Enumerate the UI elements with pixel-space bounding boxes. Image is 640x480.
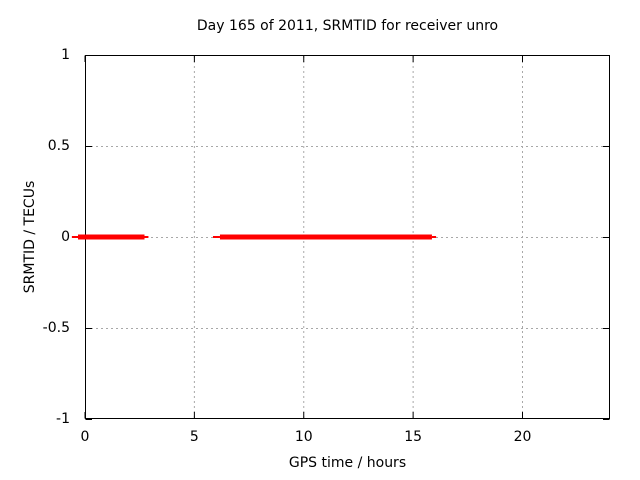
data-segment-thin bbox=[71, 236, 78, 238]
x-tick-label: 20 bbox=[513, 429, 532, 445]
y-tick-label: 1 bbox=[61, 47, 70, 63]
data-segment bbox=[78, 234, 145, 240]
x-tick-label: 5 bbox=[189, 429, 199, 445]
y-tick-label: 0.5 bbox=[47, 138, 70, 154]
x-tick-label: 10 bbox=[294, 429, 313, 445]
data-segment-thin bbox=[212, 236, 220, 238]
x-tick-label: 0 bbox=[80, 429, 90, 445]
data-segment bbox=[219, 234, 432, 240]
x-axis-label: GPS time / hours bbox=[288, 455, 407, 471]
data-segment-thin bbox=[144, 236, 149, 238]
data-segment-thin bbox=[431, 236, 437, 238]
y-tick-label: -1 bbox=[56, 411, 70, 427]
chart-title: Day 165 of 2011, SRMTID for receiver unr… bbox=[196, 18, 499, 34]
y-tick-label: 0 bbox=[61, 229, 70, 245]
x-tick-label: 15 bbox=[404, 429, 423, 445]
y-tick-label: -0.5 bbox=[42, 320, 70, 336]
